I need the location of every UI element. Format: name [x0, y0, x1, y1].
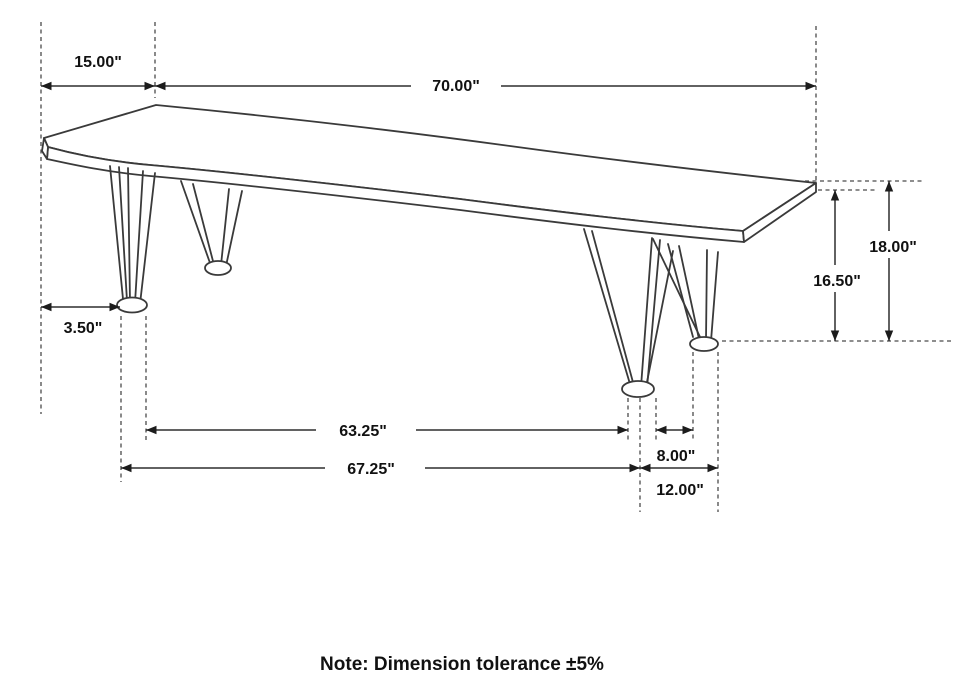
rear-left-leg — [180, 180, 243, 276]
label-top-length: 70.00" — [432, 78, 480, 95]
label-right-feet-spread: 12.00" — [656, 482, 704, 499]
bench-drawing — [41, 104, 817, 398]
label-foot-inset: 3.50" — [64, 320, 103, 337]
bench-top-right-end — [742, 182, 817, 243]
label-feet-span-outer: 67.25" — [347, 461, 395, 478]
rear-left-foot — [204, 260, 232, 276]
label-feet-span-inner: 63.25" — [339, 423, 387, 440]
tolerance-note: Note: Dimension tolerance ±5% — [320, 654, 604, 675]
label-underside-height: 16.50" — [813, 273, 861, 290]
bench-top-left-end — [41, 137, 49, 160]
label-overall-height: 18.00" — [869, 239, 917, 256]
front-left-foot — [116, 296, 148, 314]
front-right-leg — [583, 228, 674, 398]
front-right-foot — [621, 380, 655, 398]
rear-right-leg — [652, 238, 719, 352]
rear-right-foot — [689, 336, 719, 352]
front-left-leg — [109, 165, 156, 314]
label-right-feet-gap: 8.00" — [657, 448, 696, 465]
label-top-overhang: 15.00" — [74, 54, 122, 71]
dimension-labels: 15.00" 70.00" 3.50" 63.25" 67.25" 8.00" … — [64, 54, 925, 499]
